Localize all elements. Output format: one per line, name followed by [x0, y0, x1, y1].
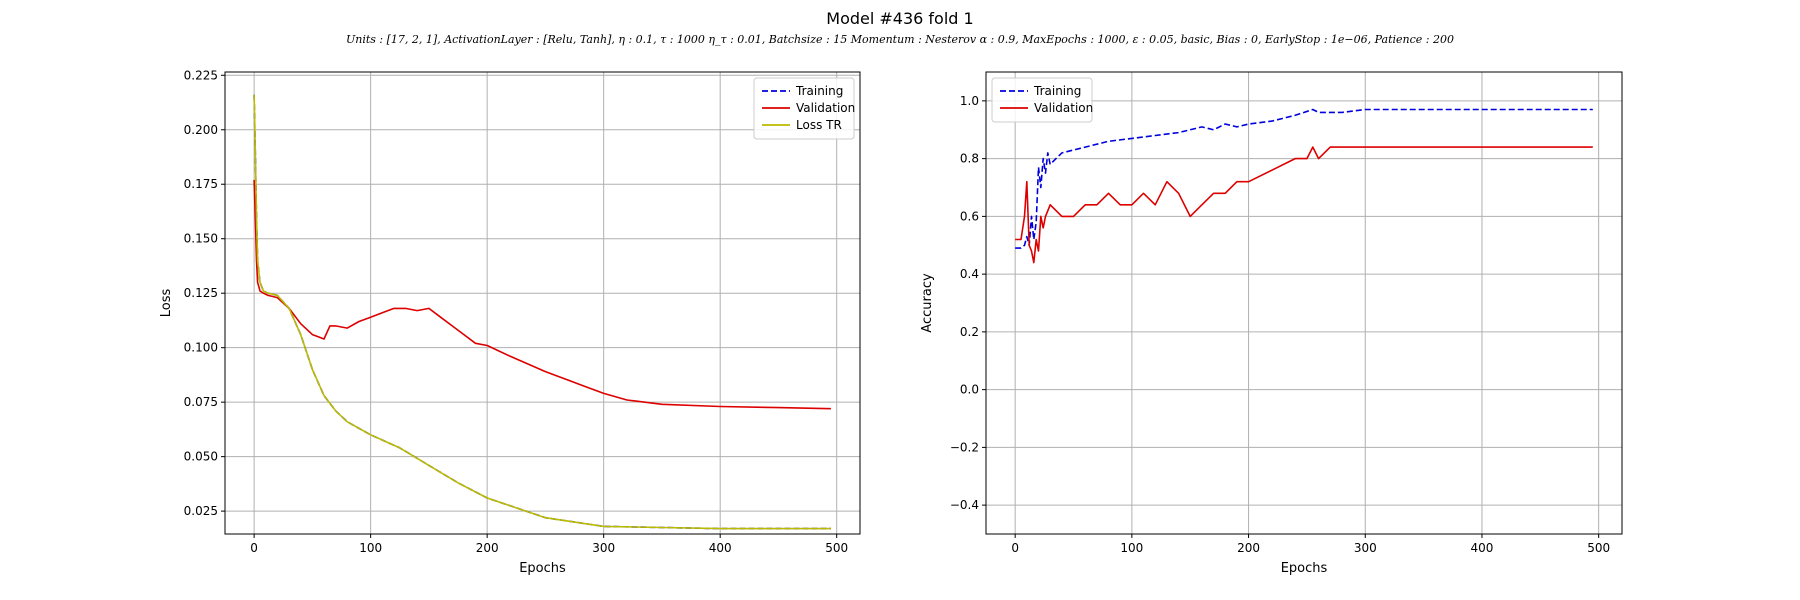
loss-x-tick-label: 0 [250, 541, 258, 555]
loss-y-tick-label: 0.050 [184, 450, 218, 464]
loss-series-training [253, 94, 831, 530]
loss-plot-frame [224, 71, 861, 535]
accuracy-y-tick-label: −0.2 [950, 440, 979, 454]
accuracy-series-validation [1015, 146, 1593, 264]
loss-y-tick-label: 0.175 [184, 177, 218, 191]
accuracy-x-tick-label: 500 [1587, 541, 1610, 555]
accuracy-x-tick-label: 200 [1237, 541, 1260, 555]
loss-series-validation [253, 179, 831, 410]
accuracy-x-tick-label: 400 [1471, 541, 1494, 555]
loss-y-tick-label: 0.200 [184, 123, 218, 137]
accuracy-y-tick-label: 0.6 [960, 209, 979, 223]
loss-x-tick-label: 300 [592, 541, 615, 555]
loss-grid [225, 72, 860, 534]
accuracy-chart: 0 100 200 300 400 500 −0.4 −0.2 0.0 0.2 0.4 0.6 0.8 1… [920, 71, 1623, 576]
loss-y-tick-label: 0.225 [184, 68, 218, 82]
loss-legend: Training Validation Loss TR [753, 77, 855, 140]
accuracy-legend-label: Validation [1034, 101, 1093, 115]
accuracy-series-training [1015, 108, 1593, 249]
loss-x-tick-label: 200 [476, 541, 499, 555]
loss-x-axis-label: Epochs [519, 561, 566, 576]
accuracy-grid [986, 72, 1622, 534]
accuracy-y-tick-label: 0.0 [960, 383, 979, 397]
accuracy-y-tick-label: 0.8 [960, 152, 979, 166]
loss-legend-label: Training [795, 84, 843, 98]
accuracy-y-tick-label: 1.0 [960, 94, 979, 108]
accuracy-x-tick-label: 0 [1011, 541, 1019, 555]
accuracy-y-tick-label: 0.4 [960, 267, 979, 281]
loss-y-tick-label: 0.125 [184, 286, 218, 300]
loss-y-tick-label: 0.150 [184, 232, 218, 246]
accuracy-legend: Training Validation [991, 77, 1093, 123]
loss-y-tick-label: 0.100 [184, 341, 218, 355]
loss-chart: 0 100 200 300 400 500 0.025 0.050 0.075 0.100 0.12… [159, 68, 861, 576]
accuracy-legend-box [991, 77, 1093, 123]
accuracy-legend-label: Training [1033, 84, 1081, 98]
loss-y-tick-label: 0.075 [184, 395, 218, 409]
loss-x-tick-label: 100 [359, 541, 382, 555]
figure-subtitle: Units : [17, 2, 1], ActivationLayer : [R… [346, 33, 1454, 46]
loss-x-tick-label: 400 [709, 541, 732, 555]
accuracy-y-tick-label: 0.2 [960, 325, 979, 339]
loss-x-tick-label: 500 [825, 541, 848, 555]
loss-legend-label: Validation [796, 101, 855, 115]
loss-legend-label: Loss TR [796, 118, 842, 132]
figure-title: Model #436 fold 1 [826, 9, 973, 28]
loss-y-axis-label: Loss [159, 289, 174, 318]
loss-series-loss-tr [253, 94, 831, 530]
accuracy-plot-frame [985, 71, 1623, 535]
accuracy-x-axis-label: Epochs [1281, 561, 1328, 576]
loss-y-tick-label: 0.025 [184, 504, 218, 518]
accuracy-y-axis-label: Accuracy [920, 273, 935, 333]
accuracy-x-tick-label: 100 [1120, 541, 1143, 555]
loss-legend-box [753, 77, 855, 140]
accuracy-x-tick-label: 300 [1354, 541, 1377, 555]
accuracy-y-tick-label: −0.4 [950, 498, 979, 512]
